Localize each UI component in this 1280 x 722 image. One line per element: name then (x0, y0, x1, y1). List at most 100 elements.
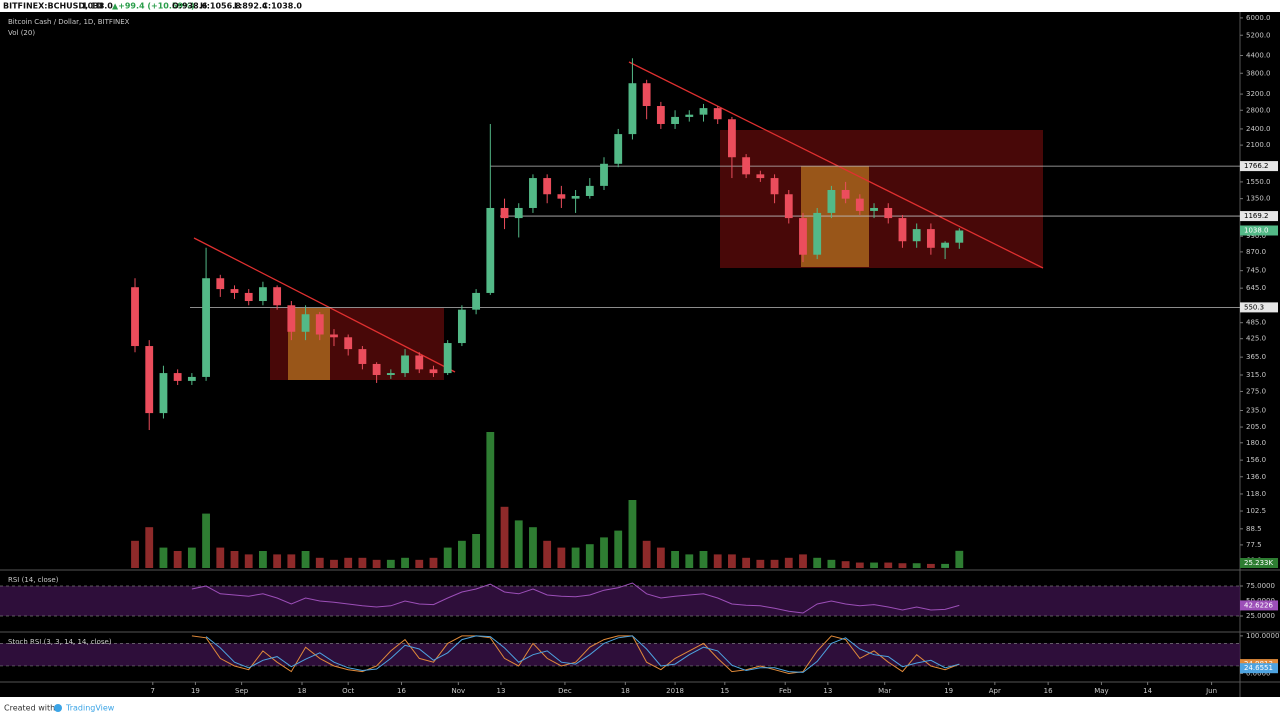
volume-bar (557, 547, 566, 568)
y-tick-label: 156.0 (1246, 456, 1266, 464)
candle-body (799, 218, 807, 255)
y-tick-label: 118.0 (1246, 490, 1266, 498)
candle-body (415, 355, 424, 370)
y-tick-label: 0.0000 (1246, 669, 1271, 677)
volume-bar (799, 554, 807, 568)
candle-body (529, 178, 537, 208)
candle-body (728, 119, 736, 158)
volume-bar (628, 500, 637, 568)
level-label: 550.3 (1244, 303, 1264, 311)
candle-body (713, 108, 722, 120)
candle-body (486, 207, 495, 293)
candle-body (628, 83, 637, 135)
candle-body (330, 334, 338, 338)
volume-tag-bg (1240, 558, 1278, 568)
x-tick-label: 13 (823, 687, 832, 695)
candle-body (600, 163, 608, 186)
brand[interactable]: TradingView (65, 704, 115, 713)
volume-bar (372, 559, 381, 568)
x-tick-label: Nov (452, 687, 466, 695)
candle-body (457, 309, 466, 344)
candle-body (685, 114, 694, 117)
change: ▲+99.4 (+10.59%) (112, 2, 195, 11)
candle-body (386, 373, 395, 375)
volume-bar (884, 562, 893, 568)
candle-body (614, 134, 623, 164)
volume-bar (529, 527, 537, 568)
trend-line (193, 237, 456, 373)
volume-bar (898, 563, 907, 568)
candle-body (443, 343, 452, 374)
y-tick-label: 1550.0 (1246, 178, 1271, 186)
y-tick-label: 4400.0 (1246, 51, 1271, 59)
volume-bar (486, 432, 495, 568)
volume-bar (145, 527, 154, 568)
volume-bar (173, 551, 182, 568)
candle-body (813, 212, 822, 255)
x-tick-label: Oct (342, 687, 354, 695)
y-tick-label: 365.0 (1246, 353, 1266, 361)
y-tick-label: 990.0 (1246, 232, 1266, 240)
volume-bar (443, 547, 452, 568)
x-tick-label: 19 (191, 687, 200, 695)
y-tick-label: 425.0 (1246, 335, 1266, 343)
y-tick-label: 870.0 (1246, 248, 1266, 256)
candle-body (699, 108, 708, 115)
candle-body (784, 194, 793, 219)
x-tick-label: Jun (1205, 687, 1217, 695)
y-tick-label: 75.0000 (1246, 582, 1275, 590)
indicator-band (0, 586, 1240, 616)
value-tag-bg (1240, 600, 1278, 611)
candle-body (671, 116, 679, 124)
volume-bar (614, 530, 623, 568)
volume-bar (187, 547, 196, 568)
candle-body (557, 194, 566, 199)
candle-body (898, 218, 907, 242)
x-tick-label: Dec (558, 687, 572, 695)
candle-body (145, 346, 154, 414)
volume-bar (500, 506, 509, 568)
range-box (801, 166, 869, 267)
volume-bar (273, 554, 282, 568)
candle-body (827, 189, 836, 213)
candle-body (756, 174, 765, 179)
y-tick-label: 77.5 (1246, 541, 1262, 549)
volume-bar (415, 559, 424, 568)
volume-bar (429, 557, 438, 568)
indicator-line (191, 582, 960, 614)
y-tick-label: 5200.0 (1246, 31, 1271, 39)
candle-body (273, 287, 282, 306)
candle-body (287, 305, 296, 332)
y-tick-label: 645.0 (1246, 284, 1266, 292)
level-label: 1766.2 (1244, 162, 1269, 170)
volume-bar (259, 551, 267, 568)
volume-bar (315, 557, 324, 568)
candle-body (173, 373, 182, 381)
x-tick-label: Sep (235, 687, 249, 695)
y-tick-label: 485.0 (1246, 319, 1266, 327)
volume-bar (600, 537, 608, 568)
volume-bar (941, 563, 950, 568)
y-tick-label: 180.0 (1246, 439, 1266, 447)
y-tick-label: 25.0000 (1246, 612, 1275, 620)
x-tick-label: May (1094, 687, 1108, 695)
candle-body (656, 106, 665, 124)
indicator-line (205, 635, 960, 673)
pane-title: Stoch RSI (3, 3, 14, 14, close) (8, 638, 112, 646)
volume-bar (244, 554, 253, 568)
chart-background (0, 12, 1280, 697)
indicator-line (191, 635, 960, 675)
candle-body (770, 178, 779, 195)
candle-body (244, 292, 253, 302)
volume-bar (358, 557, 367, 568)
symbol: BITFINEX:BCHUSD, 1D (3, 2, 103, 11)
x-tick-label: 16 (1044, 687, 1053, 695)
pane-title: Vol (20) (8, 29, 35, 37)
y-tick-label: 3200.0 (1246, 90, 1271, 98)
volume-bar (287, 554, 296, 568)
x-tick-label: 18 (621, 687, 630, 695)
header-bar (0, 0, 1280, 12)
brand-icon (54, 704, 62, 712)
pane-title: Bitcoin Cash / Dollar, 1D, BITFINEX (8, 18, 130, 26)
